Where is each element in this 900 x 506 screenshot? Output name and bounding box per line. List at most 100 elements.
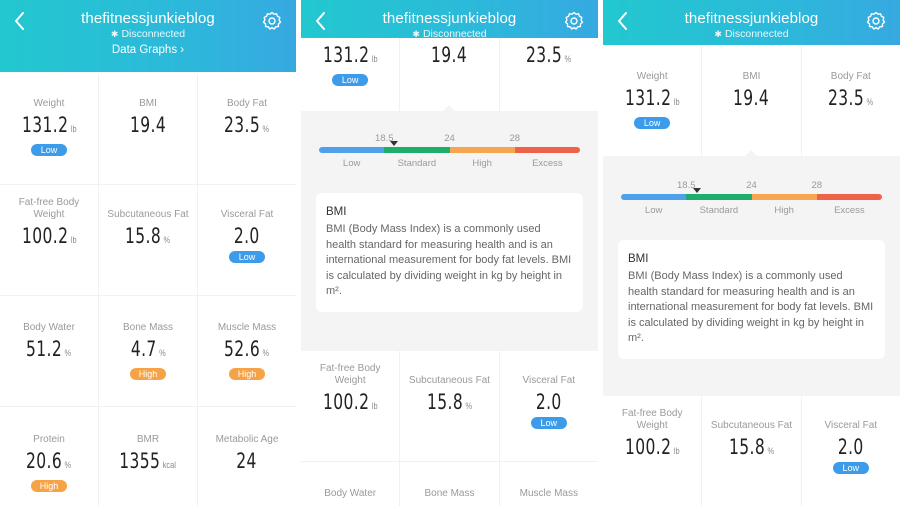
- metrics-grid: 131.2 lb Low 19.4 23.5%: [301, 0, 598, 111]
- current-value-marker: [692, 188, 701, 193]
- metric-unit: %: [65, 348, 72, 358]
- scale-bar: [621, 194, 882, 200]
- bluetooth-icon: ✱: [412, 29, 420, 39]
- metric-value: 19.4: [733, 86, 770, 110]
- metric-unit: %: [866, 97, 874, 107]
- metric-body-fat[interactable]: Body Fat 23.5%: [224, 98, 270, 137]
- metric-protein[interactable]: Protein 20.6% High: [0, 407, 99, 506]
- phone-screen-bmi-detail-scrolled: thefitnessjunkieblog ✱ Disconnected 131.2…: [301, 0, 598, 506]
- metric-subcutaneous-fat[interactable]: Subcutaneous Fat 15.8%: [400, 351, 500, 461]
- status-badge: Low: [530, 417, 567, 429]
- metric-weight[interactable]: 131.2 lb Low: [301, 0, 401, 111]
- metric-weight[interactable]: Weight 131.2 lb Low: [0, 74, 99, 184]
- metric-unit: lb: [673, 446, 680, 456]
- metric-unit: %: [767, 446, 775, 456]
- metric-subcutaneous-fat[interactable]: Subcutaneous Fat 15.8%: [99, 185, 198, 295]
- metrics-row: Weight 131.2 lb Low BMI 19.4 Body Fat 23.…: [603, 46, 900, 156]
- app-header: thefitnessjunkieblog ✱ Disconnected: [301, 0, 598, 40]
- scale-category: Excess: [834, 205, 865, 216]
- metric-value: 52.6: [224, 337, 261, 361]
- bluetooth-icon: ✱: [110, 29, 119, 39]
- bmi-detail-panel: 18.5 24 28 Low Standard High Excess BMI …: [301, 105, 598, 351]
- scale-category: Low: [342, 158, 361, 169]
- metric-subcutaneous-fat[interactable]: Subcutaneous Fat 15.8%: [702, 396, 802, 506]
- metric-unit: kcal: [163, 460, 177, 470]
- status-badge: Low: [832, 462, 869, 474]
- chevron-left-icon: [618, 12, 627, 30]
- bmi-scale: 18.5 24 28 Low Standard High Excess: [621, 180, 882, 220]
- bmi-info-card: BMI BMI (Body Mass Index) is a commonly …: [316, 193, 583, 312]
- back-button[interactable]: [615, 10, 631, 32]
- scale-threshold: 24: [746, 180, 757, 191]
- metrics-grid: Fat-free Body Weight 100.2 lb Subcutaneou…: [603, 396, 900, 506]
- metric-bone-mass[interactable]: Bone Mass 4.7% High: [99, 296, 198, 406]
- metric-value: 20.6: [26, 449, 63, 473]
- metric-weight[interactable]: Weight 131.2 lb Low: [603, 46, 703, 156]
- metric-value: 131.2: [322, 43, 370, 67]
- metric-value: 15.8: [728, 435, 766, 459]
- status-badge: Low: [332, 74, 369, 86]
- metric-unit: %: [263, 348, 270, 358]
- scale-category: Excess: [532, 158, 563, 169]
- metric-fat-free-body-weight[interactable]: Fat-free Body Weight 100.2 lb: [603, 396, 703, 506]
- info-title: BMI: [628, 253, 649, 265]
- metric-bmr[interactable]: BMR 1355 kcal: [99, 407, 198, 506]
- metrics-row: Weight 131.2 lb Low BMI 19.4 Body Fat 23.…: [0, 74, 296, 185]
- metric-unit: lb: [70, 235, 77, 245]
- back-button[interactable]: [313, 10, 329, 32]
- metric-bmi[interactable]: BMI 19.4: [702, 46, 802, 156]
- metric-value: 100.2: [21, 224, 69, 248]
- metric-visceral-fat[interactable]: Visceral Fat 2.0 Low: [522, 375, 576, 429]
- metric-muscle-mass[interactable]: Muscle Mass: [519, 488, 578, 499]
- metric-unit: lb: [673, 97, 680, 107]
- status-badge: High: [31, 480, 67, 492]
- metric-value: 19.4: [431, 43, 468, 67]
- info-body: BMI (Body Mass Index) is a commonly used…: [326, 223, 572, 298]
- metric-value: 51.2: [26, 337, 63, 361]
- metric-unit: lb: [371, 54, 378, 64]
- metric-value: 1355: [119, 449, 161, 473]
- data-graphs-link[interactable]: Data Graphs ›: [111, 44, 185, 56]
- settings-button[interactable]: [262, 11, 282, 31]
- gear-icon: [262, 11, 282, 30]
- metric-value: 23.5: [828, 86, 865, 110]
- metric-visceral-fat[interactable]: Visceral Fat 2.0 Low: [824, 420, 878, 474]
- metric-bone-mass[interactable]: Bone Mass: [400, 462, 500, 506]
- settings-button[interactable]: [564, 11, 584, 31]
- back-button[interactable]: [12, 10, 28, 32]
- metric-value: 19.4: [129, 113, 167, 137]
- metric-body-water[interactable]: Body Water 51.2%: [0, 296, 99, 406]
- settings-button[interactable]: [866, 11, 886, 31]
- metric-body-water[interactable]: Body Water: [301, 462, 401, 506]
- metric-body-fat[interactable]: 23.5%: [500, 0, 598, 111]
- metric-unit: %: [65, 460, 72, 470]
- metric-bmi[interactable]: 19.4: [400, 0, 500, 111]
- metrics-grid: Weight 131.2 lb Low BMI 19.4 Body Fat 23.…: [603, 46, 900, 156]
- detail-pointer: [744, 150, 758, 157]
- metric-value: 15.8: [125, 224, 162, 248]
- scale-category: Standard: [397, 158, 437, 169]
- metrics-row: Body Water Bone Mass Muscle Mass: [301, 462, 598, 506]
- app-header: thefitnessjunkieblog ✱ Disconnected: [603, 0, 900, 45]
- bmi-info-card: BMI BMI (Body Mass Index) is a commonly …: [618, 240, 885, 359]
- metric-unit: lb: [371, 401, 378, 411]
- metric-value: 23.5: [224, 113, 261, 137]
- scale-threshold: 18.5: [375, 133, 394, 144]
- metric-bmi[interactable]: BMI 19.4: [99, 74, 198, 184]
- metric-fat-free-body-weight[interactable]: Fat-free Body Weight 100.2 lb: [301, 351, 401, 461]
- status-badge: Low: [31, 144, 67, 156]
- phone-screen-overview: thefitnessjunkieblog ✱ Disconnected Data …: [0, 0, 296, 506]
- connection-status: ✱ Disconnected: [714, 28, 789, 40]
- metric-body-fat[interactable]: Body Fat 23.5%: [828, 71, 874, 110]
- metric-visceral-fat[interactable]: Visceral Fat 2.0 Low: [220, 209, 274, 263]
- metric-value: 15.8: [426, 390, 464, 414]
- metric-metabolic-age[interactable]: Metabolic Age 24: [215, 434, 279, 473]
- metric-unit: %: [158, 348, 166, 358]
- bmi-scale: 18.5 24 28 Low Standard High Excess: [319, 133, 580, 173]
- metric-muscle-mass[interactable]: Muscle Mass 52.6% High: [217, 322, 277, 380]
- scale-category: Standard: [699, 205, 739, 216]
- bluetooth-icon: ✱: [714, 29, 722, 39]
- metric-unit: %: [465, 401, 473, 411]
- device-title: thefitnessjunkieblog: [81, 10, 215, 27]
- metric-fat-free-body-weight[interactable]: Fat-free Body Weight 100.2 lb: [0, 185, 99, 295]
